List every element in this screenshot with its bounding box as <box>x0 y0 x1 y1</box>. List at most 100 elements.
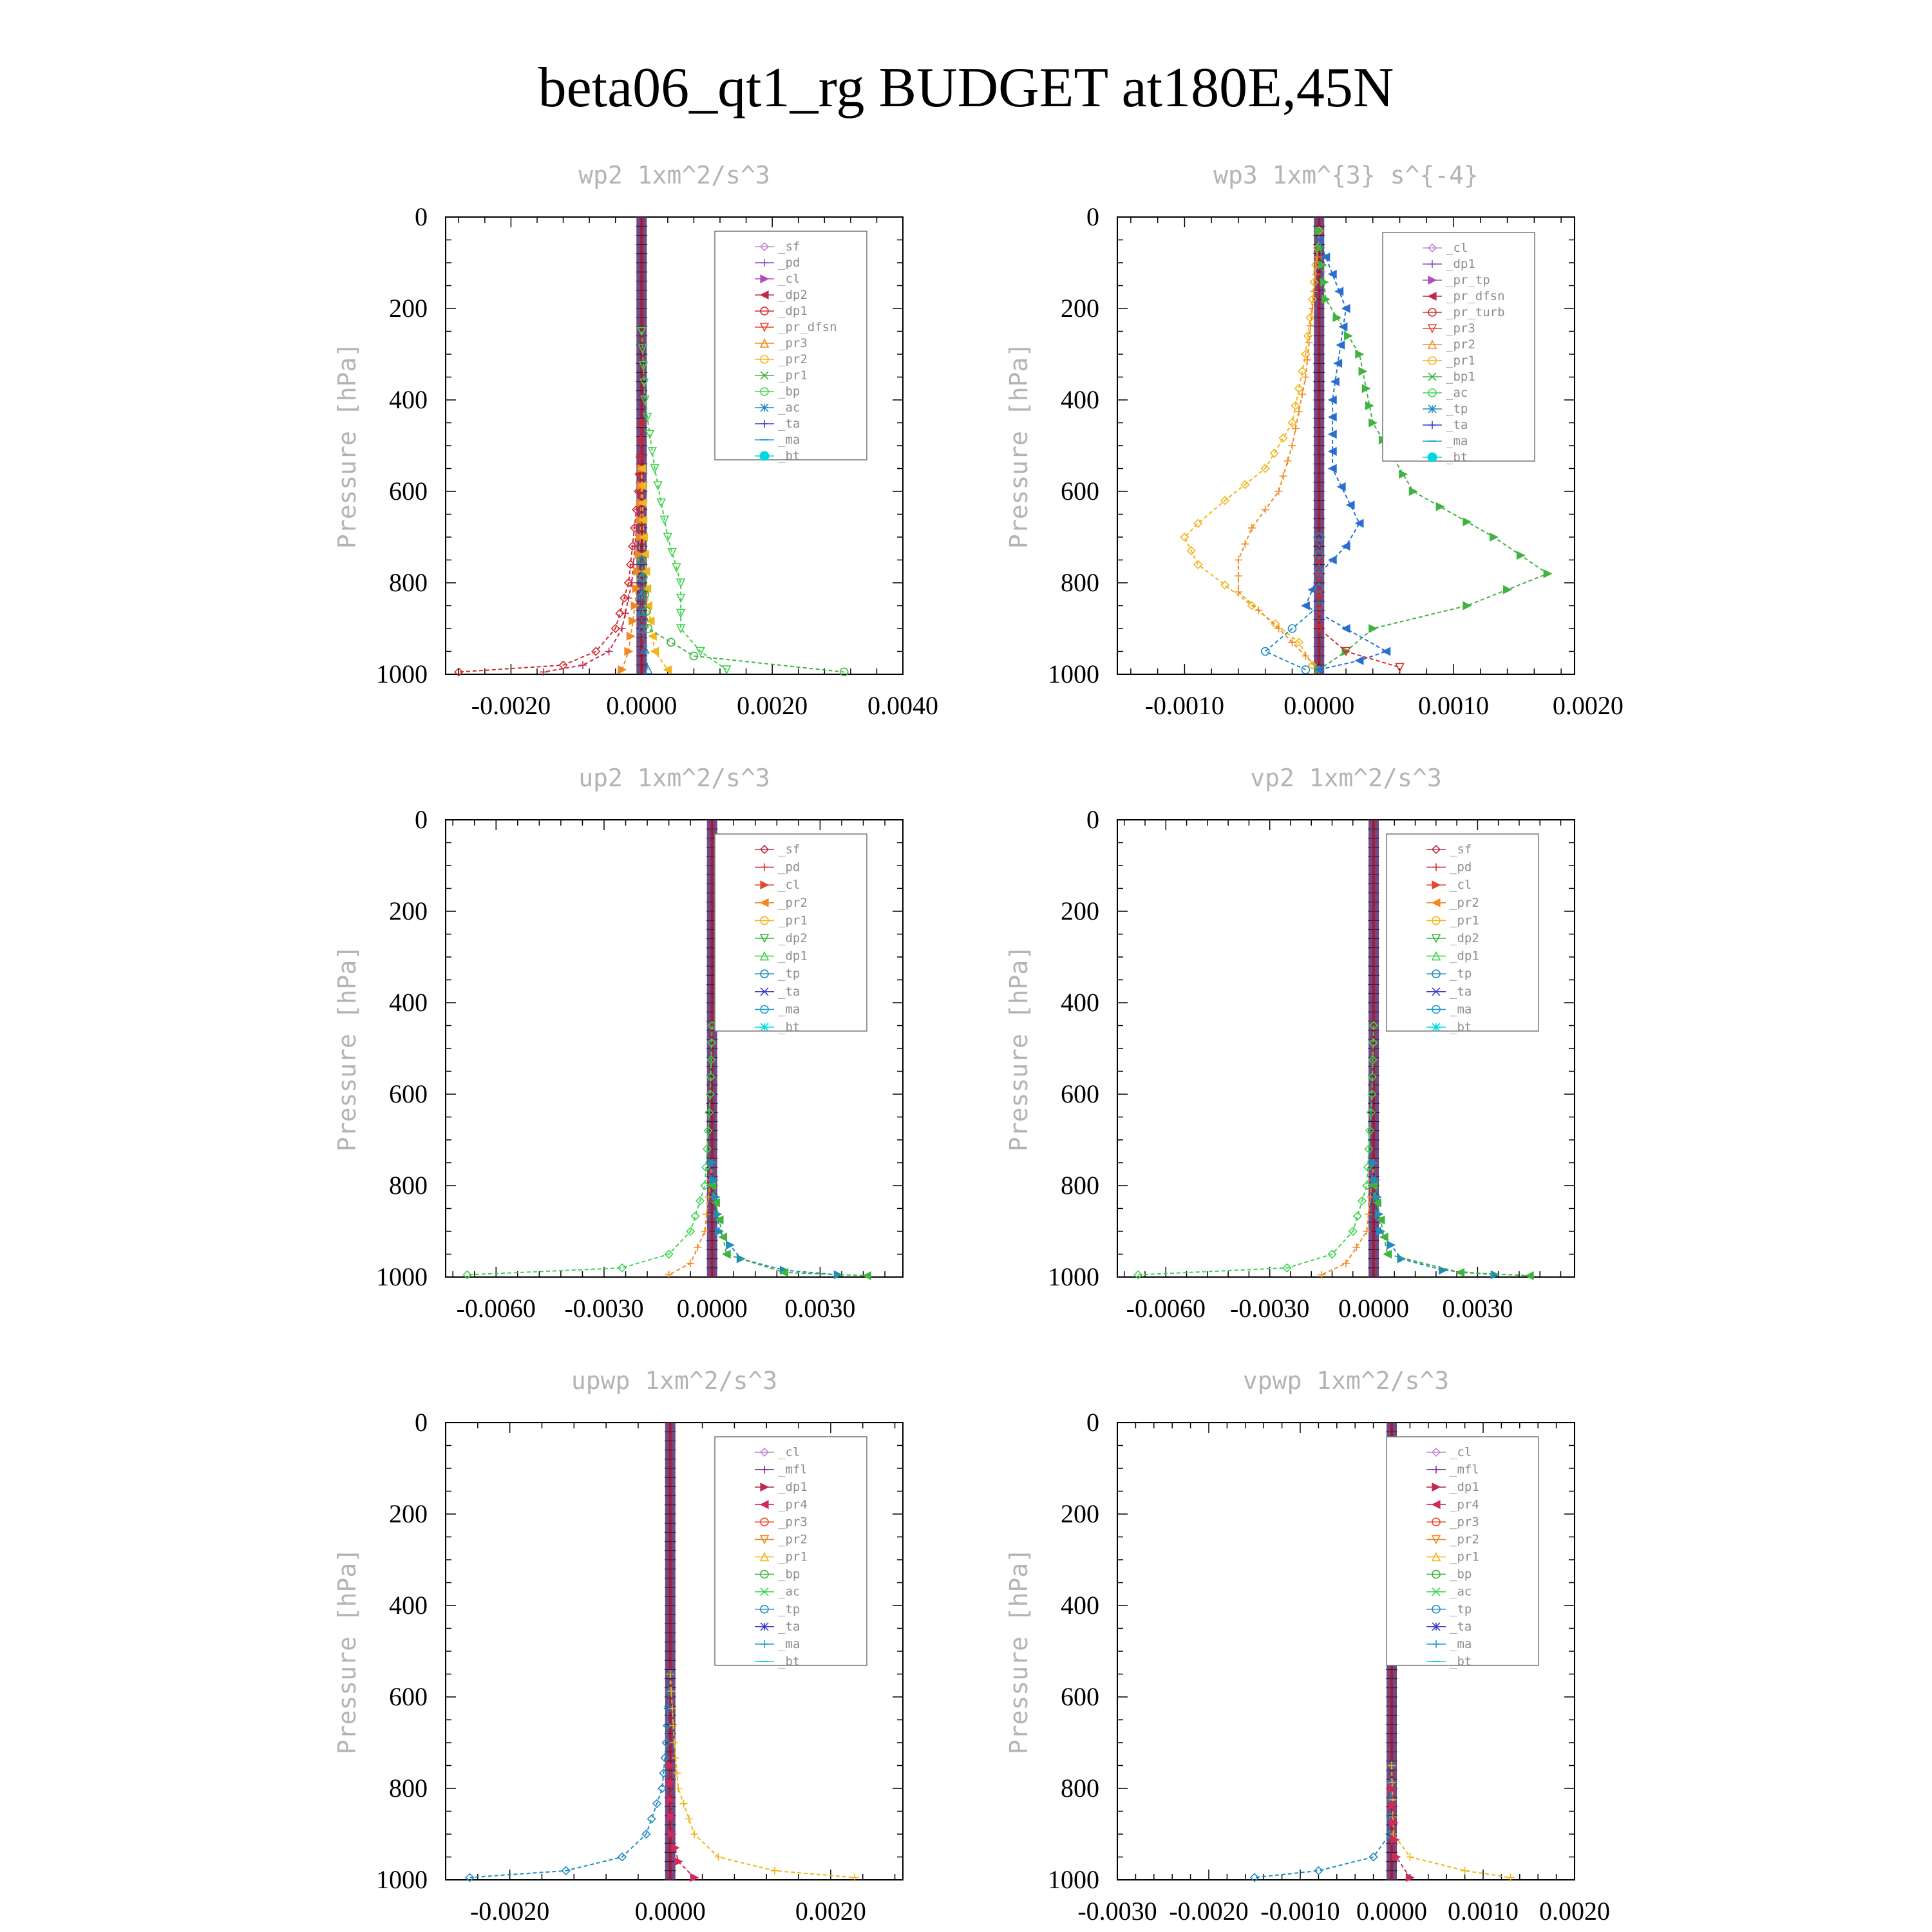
series-point-pr3 <box>687 1259 695 1267</box>
legend-label: _cl <box>1446 241 1468 255</box>
series-point-ac <box>1260 647 1270 656</box>
series-point-ac <box>660 1753 670 1763</box>
series-point-dp2 <box>630 542 639 551</box>
y-tick-label: 200 <box>1061 1499 1099 1528</box>
legend-label: _ta <box>778 417 800 431</box>
y-tick-label: 200 <box>1061 294 1099 323</box>
series-point-ac <box>640 644 650 654</box>
legend-label: _ac <box>778 401 800 415</box>
x-tick-label: 0.0030 <box>1442 1294 1513 1323</box>
legend-marker <box>760 387 769 396</box>
series-point-dp2 <box>636 453 645 461</box>
legend-label: _bp <box>1450 1567 1472 1582</box>
series-point-ac <box>636 554 647 565</box>
series-point-pr1 <box>1524 1271 1534 1280</box>
legend-label: _mfl <box>1450 1463 1479 1477</box>
series-point-pr3 <box>1294 407 1303 415</box>
legend-marker <box>1432 1604 1441 1614</box>
series-point-pr4 <box>1405 1873 1415 1882</box>
series-point-ac <box>1368 1852 1378 1862</box>
series-point-pr2 <box>647 631 657 641</box>
series-point-pr1 <box>1372 1198 1382 1208</box>
series-point-pr2 <box>851 1873 859 1882</box>
series-point-tp <box>1327 446 1337 456</box>
x-tick-label: 0.0000 <box>1283 691 1354 720</box>
series-point-pr4 <box>666 1761 676 1770</box>
legend-marker <box>1432 987 1441 996</box>
legend-marker <box>760 1604 769 1614</box>
series-point-bp <box>1364 1144 1374 1154</box>
series-point-bp <box>690 1211 700 1221</box>
legend-marker <box>759 951 770 961</box>
y-tick-label: 1000 <box>376 1865 428 1894</box>
series-point-tp <box>1314 235 1323 245</box>
legend-label: _sf <box>1450 842 1472 857</box>
series-point-dp2 <box>579 661 587 669</box>
legend-label: _bp1 <box>1446 370 1475 384</box>
series-point-ac <box>636 572 647 582</box>
series-point-pr1 <box>643 624 653 633</box>
series-point-pr1 <box>1455 1267 1465 1277</box>
legend-marker <box>1431 1500 1441 1510</box>
legend-label: _bt <box>1446 450 1468 464</box>
y-tick-label: 600 <box>389 477 428 506</box>
series-point-ac <box>1387 1240 1396 1250</box>
series-point-bp <box>703 1126 713 1135</box>
panel-title: vpwp 1xm^2/s^3 <box>1243 1367 1449 1395</box>
series-point-ac <box>636 589 647 599</box>
legend-marker <box>759 451 770 461</box>
series-point-bp <box>642 412 652 422</box>
legend-label: _pd <box>778 256 800 270</box>
legend-label: _ac <box>1446 386 1468 400</box>
series-point-pr3 <box>1302 652 1310 660</box>
series-point-tp <box>1381 647 1391 656</box>
x-tick-label: 0.0020 <box>737 691 808 720</box>
y-tick-label: 600 <box>389 1079 428 1108</box>
y-tick-label: 0 <box>1086 202 1099 231</box>
legend <box>714 833 867 1032</box>
legend-label: _pd <box>1450 860 1472 875</box>
panel-title: upwp 1xm^2/s^3 <box>571 1367 777 1395</box>
legend-label: _pr4 <box>1450 1497 1479 1511</box>
series-point-bp <box>696 647 705 657</box>
series-point-pr3 <box>1312 270 1320 278</box>
series-point-pr3 <box>694 1243 702 1251</box>
legend-label: _pr_tp <box>1446 273 1490 287</box>
legend-label: _ta <box>778 1620 800 1634</box>
chart-panel-1: wp2 1xm^2/s^3 0 200 400 600 800 1000 -0.0020 0.0… <box>333 161 938 720</box>
legend-marker <box>760 1569 769 1579</box>
legend-label: _pr_dfsn <box>1446 289 1505 303</box>
series-point-ac <box>1397 1254 1406 1264</box>
legend-marker <box>1431 934 1441 943</box>
y-axis-label: Pressure [hPa] <box>333 343 361 549</box>
legend-label: _cl <box>1450 878 1472 892</box>
series-line-pr1 <box>641 560 844 673</box>
legend-label: _dp1 <box>1450 949 1479 963</box>
y-tick-label: 800 <box>389 1774 428 1803</box>
legend-label: _pr1 <box>1450 913 1479 927</box>
series-point-bp <box>1282 1263 1292 1273</box>
series-point-pr1 <box>689 651 699 661</box>
series-point-dp1 <box>1395 663 1405 673</box>
series-point-bp <box>1365 1126 1375 1135</box>
series-point-pr2 <box>666 1670 674 1678</box>
series-point-pr1 <box>1463 517 1472 527</box>
legend-marker <box>760 355 769 364</box>
y-tick-label: 800 <box>1061 1774 1099 1803</box>
series-point-tp <box>1336 482 1346 491</box>
legend-label: _dp1 <box>778 304 808 318</box>
series-point-tp <box>1314 665 1323 674</box>
series-point-pr2 <box>1305 313 1315 323</box>
series-point-pr3 <box>1313 253 1321 261</box>
x-tick-label: 0.0010 <box>1448 1897 1519 1926</box>
series-point-ac <box>636 623 647 633</box>
series-point-bp <box>1366 1108 1376 1117</box>
series-line-dp1 <box>459 422 643 673</box>
series-point-ac <box>1249 1873 1260 1882</box>
legend-marker <box>1432 1517 1441 1527</box>
series-point-pr4 <box>1387 1784 1397 1793</box>
y-tick-label: 200 <box>389 294 428 323</box>
y-tick-label: 400 <box>1061 988 1099 1017</box>
series-point-ac <box>1376 1227 1386 1236</box>
series-point-tp <box>1341 624 1350 633</box>
